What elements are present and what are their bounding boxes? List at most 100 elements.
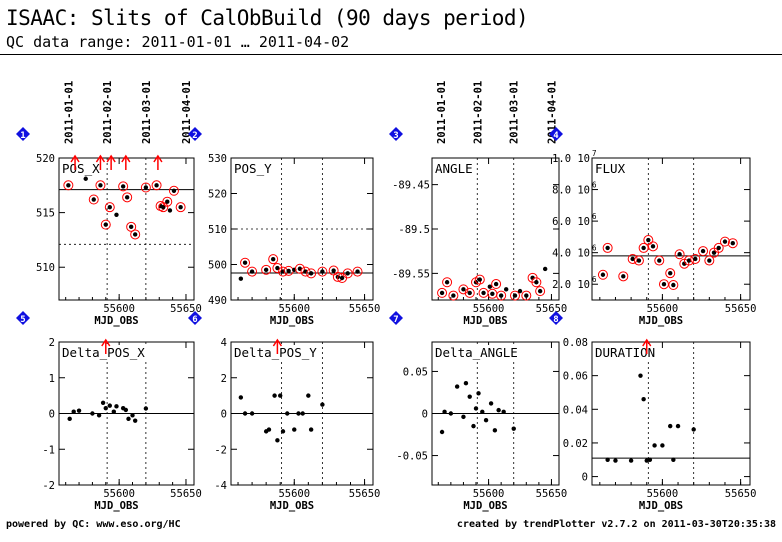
outlier-ring — [268, 254, 279, 265]
data-point — [682, 261, 687, 266]
panel-number-badge — [16, 311, 30, 325]
data-point — [677, 252, 682, 257]
outlier-ring — [168, 185, 179, 196]
x-tick-label: 55600 — [278, 488, 310, 500]
data-point — [130, 413, 135, 418]
data-point — [91, 197, 96, 202]
panel-title-bg — [433, 345, 521, 360]
data-point — [671, 282, 676, 288]
y-tick-label: 2 — [49, 337, 55, 349]
data-point — [671, 457, 676, 462]
data-point — [339, 275, 345, 281]
data-point — [266, 427, 272, 432]
data-point — [630, 256, 635, 262]
plot-frame — [591, 157, 751, 301]
panel-title-bg — [593, 345, 658, 360]
data-point — [300, 411, 305, 416]
chart-panel-6: 55600 55650 MJD_OBS -4 -2 0 2 4 Delta_POS_Y 6 — [188, 311, 380, 512]
panel-title: Delta_POS_Y — [234, 345, 317, 360]
out-of-range-arrowhead — [95, 154, 106, 163]
data-point — [161, 204, 166, 210]
out-of-range-arrowhead — [121, 154, 131, 163]
y-tick-label: 6.0 10 — [552, 216, 590, 228]
data-point — [90, 411, 95, 416]
data-point — [308, 427, 314, 432]
panel-title-bg — [232, 161, 274, 176]
x-tick-label: 55650 — [536, 303, 568, 315]
outlier-ring — [294, 263, 305, 274]
panel-title: POS_X — [62, 161, 100, 176]
panel-number: 8 — [553, 315, 558, 325]
data-point — [641, 397, 646, 402]
data-point — [668, 423, 673, 429]
data-point — [488, 401, 494, 406]
data-point — [171, 188, 177, 193]
data-point — [66, 183, 71, 188]
y-tick-label: 0.04 — [563, 404, 588, 416]
outlier-ring — [627, 253, 638, 264]
data-point — [483, 418, 489, 423]
x-axis-label: MJD_OBS — [270, 315, 314, 327]
outlier-ring — [130, 229, 141, 240]
outlier-ring — [95, 180, 106, 191]
data-point — [652, 443, 657, 448]
chart-panel-2: 55600 55650 MJD_OBS 490 500 510 520 530 POS_Y 2 — [188, 127, 380, 327]
outlier-ring — [713, 242, 724, 253]
data-point — [496, 407, 501, 413]
outlier-ring — [442, 277, 453, 288]
out-of-range-arrowhead — [70, 154, 80, 163]
data-point — [114, 212, 119, 217]
data-point — [167, 208, 173, 213]
data-point — [657, 258, 662, 263]
data-point — [107, 204, 112, 210]
footer-created-by: created by trendPlotter v2.7.2 on 2011-0… — [456, 519, 776, 530]
date-tick-label: 2011-03-01 — [509, 81, 521, 144]
outlier-ring — [175, 202, 186, 213]
data-point — [272, 393, 277, 398]
panel-title: FLUX — [595, 161, 626, 176]
x-axis-label: MJD_OBS — [639, 315, 683, 327]
data-point — [493, 281, 499, 287]
data-point — [143, 406, 149, 411]
data-point — [454, 384, 460, 389]
page-subtitle: QC data range: 2011-01-01 … 2011-04-02 — [6, 33, 350, 51]
outlier-ring — [122, 192, 133, 203]
y-tick-label: 1.0 10 — [552, 153, 590, 165]
y-tick-label: 520 — [208, 189, 227, 201]
x-axis-label: MJD_OBS — [463, 315, 507, 327]
outlier-ring — [690, 253, 701, 264]
panel-number: 2 — [192, 131, 197, 141]
y-tick-label: 8.0 10 — [552, 185, 590, 197]
data-point — [621, 274, 626, 279]
data-point — [463, 381, 469, 386]
outlier-ring — [317, 266, 328, 277]
y-tick-label: 2 — [221, 373, 227, 385]
panel-title: DURATION — [595, 345, 655, 360]
x-tick-label: 55650 — [170, 488, 202, 500]
data-point — [490, 291, 495, 296]
outlier-ring — [704, 255, 715, 266]
y-tick-exponent: 6 — [592, 244, 597, 253]
data-point — [700, 248, 706, 254]
outlier-ring — [535, 286, 546, 297]
plot-frame — [58, 157, 195, 301]
y-tick-label: -0.05 — [396, 451, 428, 463]
data-point — [165, 199, 170, 204]
out-of-range-arrowhead — [642, 338, 652, 347]
data-point — [120, 184, 126, 189]
data-point — [123, 407, 129, 413]
data-point — [107, 403, 112, 408]
data-point — [71, 409, 76, 414]
date-tick-label: 2011-02-01 — [102, 81, 114, 144]
data-point — [306, 393, 311, 398]
outlier-ring — [342, 268, 353, 279]
data-point — [96, 413, 102, 418]
outlier-ring — [104, 202, 115, 213]
x-axis-label: MJD_OBS — [94, 315, 138, 327]
y-tick-label: 2.0 10 — [552, 279, 590, 291]
outlier-ring — [247, 266, 258, 277]
y-tick-label: -1 — [42, 444, 55, 456]
y-tick-exponent: 7 — [592, 149, 597, 158]
outlier-ring — [88, 194, 99, 205]
